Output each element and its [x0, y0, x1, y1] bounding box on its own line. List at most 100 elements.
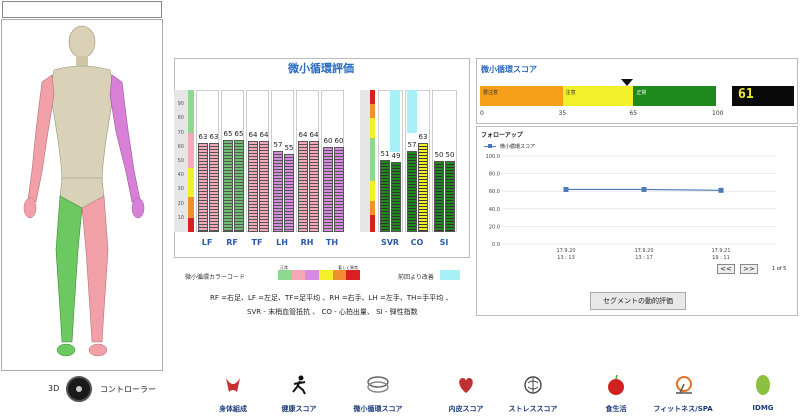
score-segment: 正常 [633, 86, 716, 106]
bottom-nav-item[interactable]: 身体組成 [200, 372, 266, 418]
followup-legend: 微小循環スコア [484, 143, 604, 151]
followup-title: フォローアップ [481, 132, 523, 139]
bar-value: 50 [434, 151, 444, 159]
bar-value: 55 [284, 143, 294, 152]
bottom-nav-label: IDMG [752, 404, 774, 412]
bottom-nav-label: 食生活 [605, 405, 627, 413]
score-pointer-icon [621, 79, 633, 86]
followup-chart: 100.0 80.0 60.0 40.0 20.0 0.0 17.9.20 13 : 13 17… [476, 150, 798, 261]
bottom-nav-item[interactable]: 食生活 [583, 372, 649, 418]
improve-label: 前回より改善 [398, 274, 434, 281]
column-frame [432, 90, 457, 232]
gauge-seg [370, 180, 375, 201]
bar-lf-1 [198, 142, 208, 232]
top-field[interactable] [2, 1, 162, 18]
bar-co-2 [418, 142, 428, 232]
legend-swatch [291, 270, 306, 280]
data-point[interactable] [563, 186, 569, 192]
y-tick-label: 90 [177, 101, 184, 108]
bar-value: 50 [445, 151, 455, 159]
prev-page-button[interactable]: << [717, 264, 735, 274]
abbr-line-1: RF =右足、LF =左足、TF=足平均 、RH =右手、LH =左手、TH=手… [210, 294, 453, 302]
bottom-nav-label: ストレススコア [508, 405, 558, 413]
bar-value: 63 [198, 132, 208, 141]
bar-si-1 [434, 161, 444, 232]
bar-lh-2 [284, 153, 294, 232]
bar-value: 64 [259, 131, 269, 140]
bottom-nav-item[interactable]: フィットネス/SPA [650, 372, 716, 418]
legend-abnormal-label: 著しく異常 [338, 265, 358, 270]
bar-tf-2 [259, 141, 269, 232]
y-tick-label: 30 [177, 186, 184, 193]
bottom-nav-item[interactable]: 微小循環スコア [345, 372, 411, 418]
controller-dial-icon[interactable] [66, 376, 92, 402]
bar-svr-1 [380, 159, 390, 232]
bar-rh-1 [298, 141, 308, 232]
fitness-icon [672, 374, 694, 396]
bottom-nav-label: 微小循環スコア [353, 405, 403, 413]
bar-rf-2 [234, 139, 244, 232]
y-tick-label: 40 [177, 172, 184, 179]
y-tick-label: 0.0 [492, 242, 500, 248]
x-label-svr: SVR [380, 238, 400, 247]
legend-swatch [346, 270, 361, 280]
bottom-nav-item[interactable]: 健康スコア [266, 372, 332, 418]
micro-eval-title: 微小循環評価 [288, 62, 354, 75]
segment-eval-button[interactable]: セグメントの動的評価 [590, 292, 686, 310]
followup-legend-label: 微小循環スコア [500, 144, 536, 150]
score-scale-tick: 35 [558, 110, 567, 117]
next-page-button[interactable]: >> [740, 264, 758, 274]
bar-value: 60 [334, 136, 344, 145]
bottom-nav-item[interactable]: IDMG [730, 372, 796, 418]
body-3d-viewer[interactable] [1, 19, 163, 371]
column-frame [405, 90, 430, 232]
bottom-nav: 身体組成 健康スコア 微小循環スコア 内皮スコア ストレススコア 食生活 フィットネス/SP… [200, 372, 800, 418]
followup-panel [476, 126, 798, 316]
bar-th-2 [334, 146, 344, 232]
data-point[interactable] [641, 186, 647, 192]
legend-swatch [305, 270, 320, 280]
y-tick-label: 60.0 [489, 189, 500, 195]
x-label-co: CO [410, 238, 424, 247]
legend-dot-marker [488, 144, 492, 148]
score-bar: 要注意 注意 正常 [480, 86, 716, 106]
apple-icon [605, 374, 627, 396]
y-tick-label: 100.0 [486, 154, 500, 160]
bar-rh-2 [309, 141, 319, 232]
plot-bg-1 [174, 90, 188, 232]
x-label-th: TH [325, 238, 339, 247]
controller-3d-label: 3D [48, 384, 60, 393]
bar-tf-1 [248, 141, 258, 232]
body-composition-icon [222, 374, 244, 396]
heart-icon [455, 374, 477, 396]
gauge-seg [188, 132, 194, 169]
gauge-seg [370, 138, 375, 181]
improve-marker [390, 90, 400, 153]
score-title: 微小循環スコア [481, 65, 537, 74]
data-point[interactable] [718, 187, 724, 193]
bar-value: 51 [380, 149, 390, 158]
bar-value: 49 [391, 152, 401, 161]
x-label-tf: TF [251, 238, 263, 247]
bar-lf-2 [209, 142, 219, 232]
y-tick-label: 50 [177, 158, 184, 164]
bottom-nav-item[interactable]: ストレススコア [500, 372, 566, 418]
page-indicator: 1 of 5 [772, 266, 787, 272]
y-tick-label: 10 [177, 214, 184, 221]
bottom-nav-item[interactable]: 内皮スコア [433, 372, 499, 418]
score-scale-tick: 100 [712, 110, 724, 117]
bottom-nav-label: 内皮スコア [448, 405, 484, 413]
legend-swatch [332, 270, 347, 280]
x-label-lf: LF [201, 238, 213, 247]
bar-value: 64 [298, 131, 308, 140]
x-tick-label: 17.9.20 [556, 248, 575, 254]
controller-row: 3D コントローラー [48, 376, 168, 402]
improve-swatch [440, 270, 460, 280]
bottom-nav-label: フィットネス/SPA [653, 405, 713, 413]
color-code-label: 微小循環カラーコード [185, 274, 246, 281]
y-tick-label: 80.0 [489, 172, 500, 178]
y-tick-label: 40.0 [489, 207, 500, 213]
bar-svr-2 [391, 162, 401, 232]
bar-value: 65 [234, 129, 244, 138]
